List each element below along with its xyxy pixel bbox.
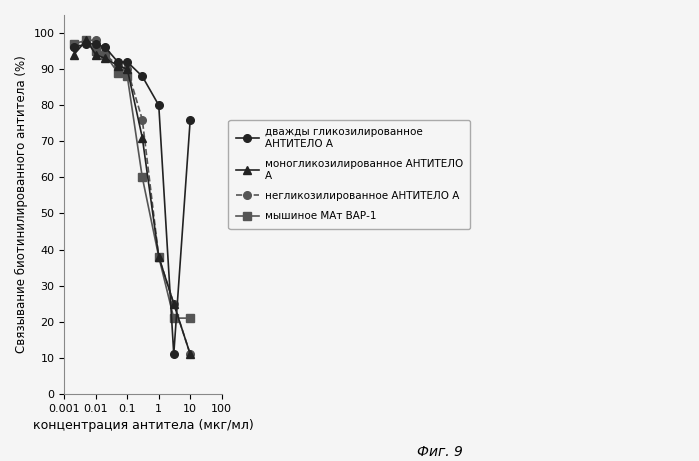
Text: Фиг. 9: Фиг. 9 [417,445,463,460]
X-axis label: концентрация антитела (мкг/мл): концентрация антитела (мкг/мл) [33,419,254,432]
Legend: дважды гликозилированное
АНТИТЕЛО А, моногликозилированное АНТИТЕЛО
А, негликози: дважды гликозилированное АНТИТЕЛО А, мон… [229,119,470,229]
Y-axis label: Связывание биотинилированного антитела (%): Связывание биотинилированного антитела (… [15,56,28,353]
